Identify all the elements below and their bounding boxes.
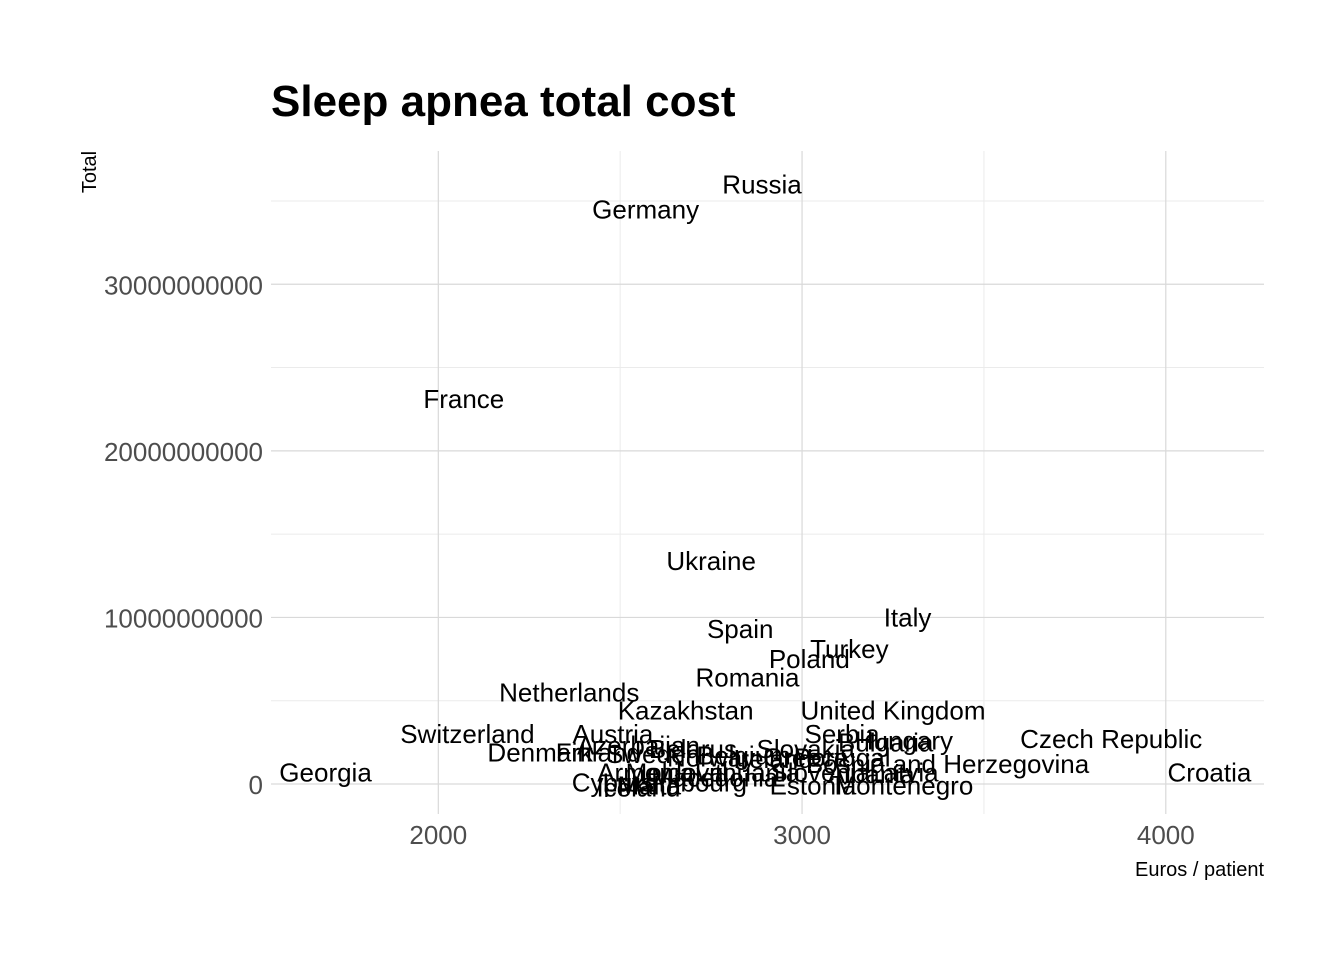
y-tick-label: 30000000000 [104, 270, 263, 300]
point-label: Kazakhstan [618, 696, 754, 726]
point-label: Poland [769, 644, 850, 674]
grid [271, 151, 1264, 814]
point-label: Portugal [794, 742, 891, 772]
point-label: Italy [884, 602, 932, 632]
point-label: Iceland [596, 772, 680, 802]
point-label: Belgium [697, 741, 791, 771]
point-label: France [423, 384, 504, 414]
point-label: Hungary [855, 726, 953, 756]
point-label: Estonia [770, 771, 857, 801]
y-axis-ticks: 0 10000000000 20000000000 30000000000 [104, 270, 263, 800]
x-axis-ticks: 2000 3000 4000 [409, 820, 1194, 850]
point-label: Ukraine [666, 546, 756, 576]
x-tick-label: 2000 [409, 820, 467, 850]
point-label: Albania [828, 759, 915, 789]
point-label: Latvia [869, 757, 939, 787]
point-label: Romania [695, 662, 800, 692]
point-label: Croatia [1168, 757, 1252, 787]
point-label: Netherlands [499, 677, 639, 707]
y-tick-label: 20000000000 [104, 437, 263, 467]
point-label: Ireland [733, 744, 813, 774]
point-label: Germany [592, 194, 699, 224]
point-label: Denmark [487, 737, 593, 767]
y-tick-label: 10000000000 [104, 603, 263, 633]
point-labels: Russia Germany France Ukraine Italy Spain Turk… [279, 169, 1252, 802]
point-label: Turkey [810, 634, 889, 664]
x-tick-label: 4000 [1137, 820, 1195, 850]
point-label: Cyprus [572, 767, 654, 797]
y-axis-title: Total [79, 151, 101, 193]
point-label: Spain [707, 614, 774, 644]
point-label: Switzerland [400, 719, 534, 749]
x-tick-label: 3000 [773, 820, 831, 850]
point-label: Austria [572, 719, 653, 749]
point-label: Macedonia [651, 762, 779, 792]
point-label: Slovenia [770, 757, 870, 787]
point-label: United Kingdom [800, 696, 985, 726]
point-label: Malta [617, 771, 681, 801]
point-label: Finland [556, 737, 641, 767]
point-label: Czech Republic [1020, 724, 1202, 754]
point-label: Sweden [606, 739, 700, 769]
point-label: Slovakia [757, 734, 856, 764]
point-label: Russia [722, 169, 802, 199]
point-label: Montenegro [835, 771, 974, 801]
point-label: Azerbaijan [577, 731, 700, 761]
point-label: Luxembourg [602, 767, 747, 797]
point-label: Armenia [597, 757, 694, 787]
point-label: Bulgaria [838, 727, 934, 757]
point-label: Serbia [804, 719, 880, 749]
point-label: Greece [763, 742, 848, 772]
point-label: Lithuania [695, 757, 801, 787]
x-axis-title: Euros / patient [1135, 859, 1264, 881]
chart-title: Sleep apnea total cost [271, 77, 736, 126]
point-label: Norway [667, 742, 755, 772]
point-label: Georgia [279, 757, 372, 787]
point-label: Belarus [649, 734, 737, 764]
y-tick-label: 0 [249, 770, 263, 800]
point-label: Bosnia and Herzegovina [806, 749, 1090, 779]
point-label: Moldova [626, 757, 725, 787]
